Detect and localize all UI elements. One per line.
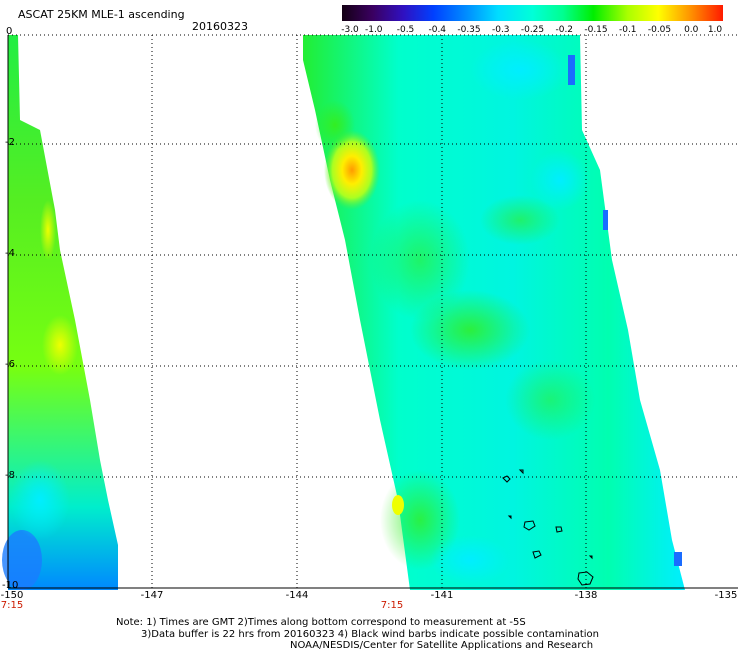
x-tick-label: -147 bbox=[140, 590, 164, 601]
colorbar-tick-label: -3.0 bbox=[341, 25, 359, 35]
grid-lines bbox=[8, 34, 738, 588]
product-title: ASCAT 25KM MLE-1 ascending bbox=[18, 8, 185, 21]
footer-credit: NOAA/NESDIS/Center for Satellite Applica… bbox=[290, 640, 594, 651]
x-tick-label: -141 bbox=[430, 590, 454, 601]
swath-time-label: 7:15 bbox=[0, 600, 24, 611]
swath-right bbox=[303, 35, 685, 590]
y-tick-label: -8 bbox=[5, 470, 15, 481]
footer-note-line2: 3)Data buffer is 22 hrs from 20160323 4)… bbox=[141, 629, 599, 640]
colorbar-swatches bbox=[342, 5, 723, 21]
colorbar-tick-label: 1.0 bbox=[707, 25, 723, 35]
x-tick-label: -138 bbox=[574, 590, 598, 601]
x-tick-label: -135 bbox=[714, 590, 738, 601]
swath-left bbox=[2, 35, 118, 590]
colorbar-tick-label: -0.15 bbox=[584, 25, 608, 35]
y-tick-label: -10 bbox=[2, 580, 19, 591]
island-outlines bbox=[502, 469, 594, 586]
axes-frame bbox=[7, 35, 738, 589]
colorbar-tick-label: -0.05 bbox=[647, 25, 672, 35]
x-tick-label: -144 bbox=[285, 590, 309, 601]
swath-time-label: 7:15 bbox=[380, 600, 404, 611]
colorbar-tick-label: -0.4 bbox=[428, 25, 447, 35]
y-tick-label: -6 bbox=[5, 359, 15, 370]
colorbar-tick-label: -1.0 bbox=[364, 25, 383, 35]
colorbar-tick-label: -0.2 bbox=[555, 25, 574, 35]
x-tick-label: -150 bbox=[0, 590, 24, 601]
colorbar-tick-label: -0.1 bbox=[618, 25, 637, 35]
colorbar-tick-label: -0.5 bbox=[396, 25, 415, 35]
product-date: 20160323 bbox=[192, 20, 248, 33]
colorbar-tick-label: 0.0 bbox=[684, 25, 699, 35]
y-tick-label: -4 bbox=[5, 248, 15, 259]
colorbar bbox=[342, 5, 723, 21]
colorbar-tick-label: -0.35 bbox=[457, 25, 481, 35]
footer-note-line1: Note: 1) Times are GMT 2)Times along bot… bbox=[116, 617, 526, 628]
colorbar-tick-label: -0.3 bbox=[491, 25, 510, 35]
colorbar-tick-label: -0.25 bbox=[520, 25, 545, 35]
y-tick-label: -2 bbox=[5, 137, 15, 148]
y-tick-label: 0 bbox=[6, 26, 13, 37]
